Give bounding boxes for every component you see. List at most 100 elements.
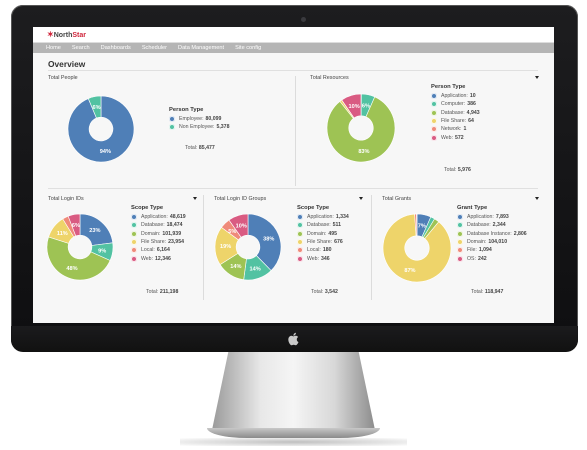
legend-value: 1 xyxy=(463,126,467,133)
panel-menu-caret-icon[interactable] xyxy=(535,197,539,200)
donut-slice[interactable] xyxy=(46,236,111,281)
nav-dashboards[interactable]: Dashboards xyxy=(100,44,131,51)
donut-slice[interactable] xyxy=(228,213,249,238)
donut-slice[interactable] xyxy=(67,213,81,237)
donut-slice[interactable] xyxy=(67,95,135,163)
legend-label: Network: xyxy=(441,126,462,133)
slice-percent-label: 9% xyxy=(98,248,106,254)
legend-item[interactable]: Database: 4,943 xyxy=(431,109,480,117)
donut-slice[interactable] xyxy=(326,96,396,163)
legend-label: Employee: xyxy=(179,116,204,123)
legend-item[interactable]: Non Employee: 5,378 xyxy=(169,123,229,131)
legend-item[interactable]: Local: 6,164 xyxy=(131,246,186,254)
legend-total-resources: Person Type Application: 10 Computer: 386 Dat… xyxy=(431,84,480,142)
nav-scheduler[interactable]: Scheduler xyxy=(141,44,168,51)
legend-item[interactable]: Web: 12,346 xyxy=(131,254,186,262)
legend-label: Domain: xyxy=(307,230,327,237)
legend-item[interactable]: Database: 2,344 xyxy=(457,221,527,229)
legend-title: Scope Type xyxy=(131,205,164,211)
top-bar: ✶NorthStar xyxy=(33,27,554,43)
legend-item[interactable]: Network: 1 xyxy=(431,125,480,133)
legend-value: 495 xyxy=(328,230,337,237)
legend-item[interactable]: OS: 242 xyxy=(457,254,527,262)
legend-value: 7,893 xyxy=(495,214,509,221)
donut-slice[interactable] xyxy=(382,213,452,283)
legend-item[interactable]: Application: 48,619 xyxy=(131,213,186,221)
donut-slice[interactable] xyxy=(87,95,102,119)
legend-item[interactable]: Database: 511 xyxy=(297,221,349,229)
total-label: Total: xyxy=(185,145,198,151)
legend-item[interactable]: Domain: 101,939 xyxy=(131,230,186,238)
legend-total-login-ids: Scope Type Application: 48,619 Database: 18,… xyxy=(131,205,186,263)
legend-item[interactable]: File Share: 676 xyxy=(297,238,349,246)
legend-value: 18,474 xyxy=(166,222,183,229)
legend-item[interactable]: File Share: 23,954 xyxy=(131,238,186,246)
legend-item[interactable]: Domain: 495 xyxy=(297,230,349,238)
panel-menu-caret-icon[interactable] xyxy=(535,76,539,79)
legend-item[interactable]: File: 1,094 xyxy=(457,246,527,254)
legend-label: Web: xyxy=(441,134,454,141)
slice-percent-label: 23% xyxy=(89,228,100,234)
legend-label: Database: xyxy=(441,109,465,116)
slice-percent-label: 6% xyxy=(362,103,370,109)
legend-swatch xyxy=(431,118,437,125)
legend-label: Database: xyxy=(141,222,165,229)
donut-chart-total-resources: 6% 83% 10% xyxy=(326,93,396,163)
legend-item[interactable]: Domain: 104,010 xyxy=(457,238,527,246)
nav-search[interactable]: Search xyxy=(71,44,90,51)
legend-value: 242 xyxy=(477,255,487,262)
legend-label: Database Instance: xyxy=(467,230,512,237)
nav-home[interactable]: Home xyxy=(46,44,61,51)
slice-percent-label: 48% xyxy=(66,266,77,272)
legend-item[interactable]: Database: 18,474 xyxy=(131,221,186,229)
total-number: 118,947 xyxy=(484,289,504,295)
nav-site-config[interactable]: Site config xyxy=(235,44,262,51)
legend-item[interactable]: Database Instance: 2,806 xyxy=(457,230,527,238)
dashboard-screen: ✶NorthStar Home Search Dashboards Schedu… xyxy=(33,27,554,323)
legend-value: 676 xyxy=(334,239,343,246)
legend-label: Application: xyxy=(467,214,494,221)
legend-item[interactable]: Application: 1,334 xyxy=(297,213,349,221)
page-title: Overview xyxy=(48,59,86,69)
camera-icon xyxy=(301,17,306,22)
legend-item[interactable]: Employee: 80,099 xyxy=(169,115,229,123)
legend-label: Application: xyxy=(441,93,468,100)
slice-percent-label: 5% xyxy=(228,229,236,235)
total-value: Total: 85,477 xyxy=(185,145,215,151)
slice-percent-label: 6% xyxy=(72,223,80,229)
total-number: 85,477 xyxy=(198,145,215,151)
legend-item[interactable]: Application: 7,893 xyxy=(457,213,527,221)
legend-item[interactable]: File Share: 64 xyxy=(431,117,480,125)
legend-label: Local: xyxy=(141,247,155,254)
legend-item[interactable]: Computer: 386 xyxy=(431,100,480,108)
legend-item[interactable]: Application: 10 xyxy=(431,92,480,100)
legend-title: Person Type xyxy=(169,107,204,113)
brand-logo[interactable]: ✶NorthStar xyxy=(47,30,86,39)
total-value: Total: 5,976 xyxy=(444,167,471,173)
total-value: Total: 3,542 xyxy=(311,289,338,295)
legend-item[interactable]: Web: 346 xyxy=(297,254,349,262)
panel-menu-caret-icon[interactable] xyxy=(359,197,363,200)
panel-menu-caret-icon[interactable] xyxy=(193,197,197,200)
legend-value: 511 xyxy=(332,222,342,229)
slice-percent-label: 11% xyxy=(57,231,68,237)
legend-swatch xyxy=(431,126,437,133)
brand-accent: Star xyxy=(72,32,86,39)
total-number: 3,542 xyxy=(324,289,338,295)
legend-value: 10 xyxy=(469,93,476,100)
legend-swatch xyxy=(431,93,437,100)
nav-data-management[interactable]: Data Management xyxy=(178,44,225,51)
legend-swatch xyxy=(457,255,463,262)
legend-swatch xyxy=(169,124,175,131)
panel-title: Total Resources xyxy=(310,75,349,81)
legend-value: 23,954 xyxy=(168,239,184,246)
legend-swatch xyxy=(131,239,137,246)
legend-item[interactable]: Web: 572 xyxy=(431,133,480,141)
donut-slice[interactable] xyxy=(341,93,362,119)
legend-label: Web: xyxy=(307,255,320,262)
donut-slice[interactable] xyxy=(247,213,282,271)
legend-value: 48,619 xyxy=(169,214,186,221)
legend-item[interactable]: Local: 180 xyxy=(297,246,349,254)
divider xyxy=(295,76,296,186)
divider xyxy=(48,188,538,189)
